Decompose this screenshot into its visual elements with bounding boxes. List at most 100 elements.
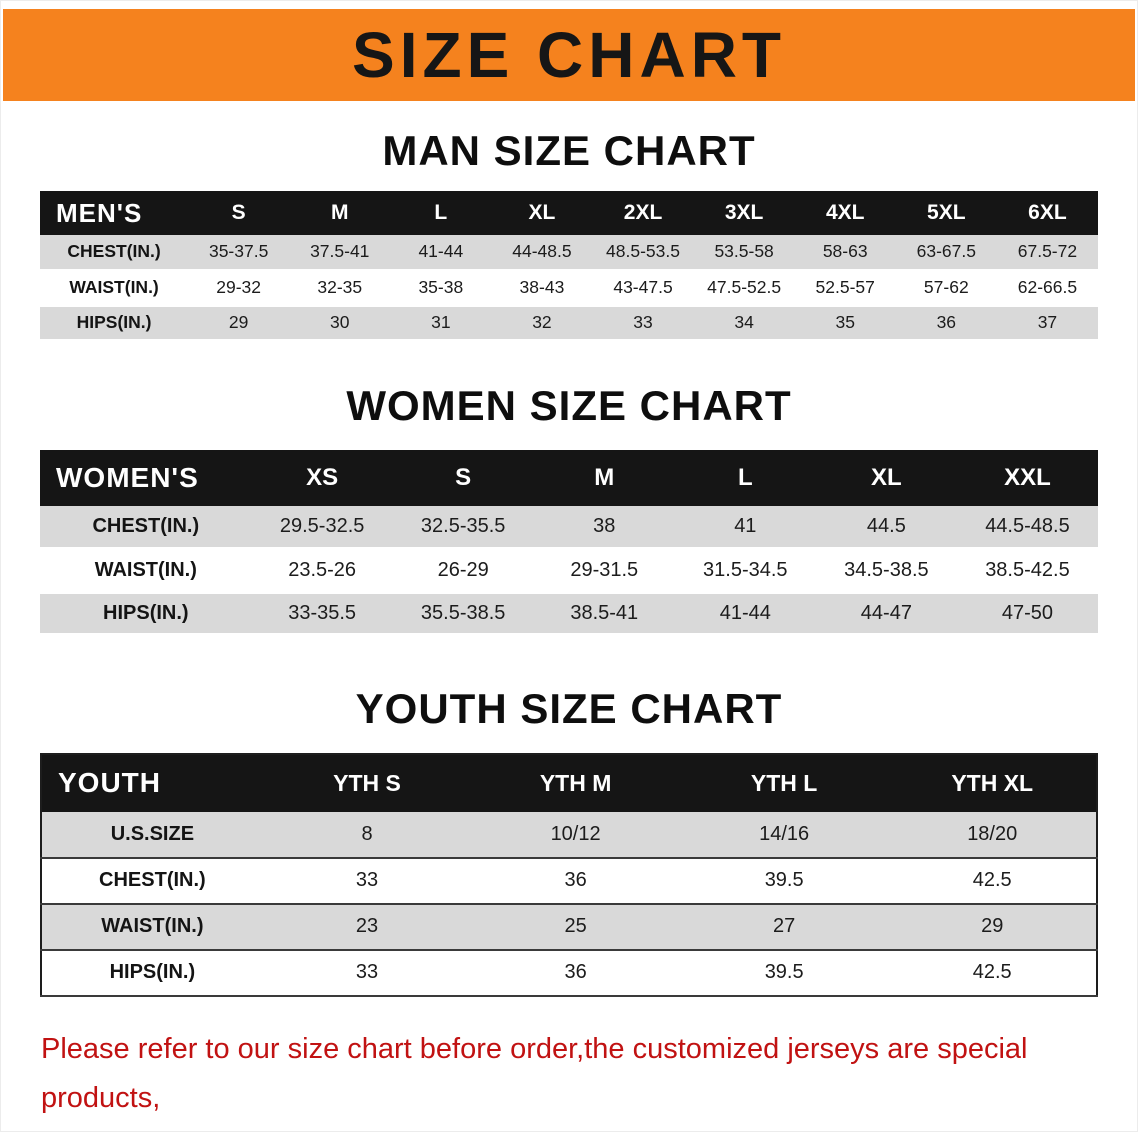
size-value-cell: 43-47.5 <box>613 277 673 297</box>
size-value-cell: 47.5-52.5 <box>707 277 782 297</box>
size-column-header: 6XL <box>996 191 1098 235</box>
size-value-cell: 35 <box>835 312 855 332</box>
size-column-header: L <box>390 191 492 235</box>
page-title: SIZE CHART <box>352 19 786 91</box>
size-column-header: M <box>289 191 391 235</box>
size-value-cell: 36 <box>936 312 957 332</box>
size-value-cell: 63-67.5 <box>916 241 976 262</box>
size-value-cell: 41-44 <box>719 601 771 624</box>
size-value-cell: 58-63 <box>822 241 868 262</box>
size-value-cell: 35-37.5 <box>208 241 269 262</box>
size-value-cell: 33 <box>633 312 653 332</box>
size-value-cell: 44.5 <box>866 514 906 537</box>
footer-note-line-1: Please refer to our size chart before or… <box>41 1032 1028 1114</box>
size-column-header: 5XL <box>895 191 997 235</box>
table-header-row: YOUTH YTH S YTH M YTH L YTH XL <box>41 753 1097 812</box>
measurement-row: CHEST(IN.) 29.5-32.5 32.5-35.5 38 41 44.5 44.5… <box>40 505 1098 549</box>
size-value-cell: 34 <box>734 312 754 332</box>
size-column-header: S <box>188 191 290 235</box>
table-title-cell: WOMEN'S <box>40 449 252 506</box>
row-label: WAIST(IN.) <box>101 915 204 937</box>
size-column-header: XXL <box>956 449 1098 506</box>
measurement-row: U.S.SIZE 8 10/12 14/16 18/20 <box>41 811 1097 858</box>
size-value-cell: 32 <box>532 312 552 332</box>
size-column-header: YTH M <box>471 753 680 812</box>
table-title-cell: YOUTH <box>41 753 263 812</box>
size-value-cell: 34.5-38.5 <box>844 558 929 581</box>
youth-size-table: YOUTH YTH S YTH M YTH L YTH XL U.S.SIZE 8 10/12… <box>40 752 1098 997</box>
size-value-cell: 41 <box>734 514 757 537</box>
men-section: MAN SIZE CHART MEN'S S M L XL 2XL 3XL 4XL 5XL 6XL… <box>1 127 1137 342</box>
size-value-cell: 33 <box>355 961 379 983</box>
size-value-cell: 29 <box>981 915 1004 937</box>
size-value-cell: 38.5-42.5 <box>985 558 1070 581</box>
size-value-cell: 27 <box>773 915 796 937</box>
size-value-cell: 29.5-32.5 <box>279 514 365 537</box>
size-value-cell: 23.5-26 <box>288 558 357 581</box>
measurement-row: WAIST(IN.) 23.5-26 26-29 29-31.5 31.5-34.5 34… <box>40 548 1098 592</box>
row-label: WAIST(IN.) <box>94 558 197 581</box>
size-value-cell: 36 <box>564 869 587 891</box>
size-column-header: 2XL <box>592 191 694 235</box>
size-value-cell: 48.5-53.5 <box>606 241 680 262</box>
table-title-cell: MEN'S <box>40 191 189 235</box>
size-value-cell: 44.5-48.5 <box>985 514 1070 537</box>
measurement-row: CHEST(IN.) 35-37.5 37.5-41 41-44 44-48.5 48.5… <box>40 235 1098 270</box>
table-header-row: WOMEN'S XS S M L XL XXL <box>40 449 1098 506</box>
size-column-header: 4XL <box>794 191 896 235</box>
size-value-cell: 33 <box>355 869 379 891</box>
size-value-cell: 62-66.5 <box>1017 277 1078 297</box>
size-value-cell: 52.5-57 <box>815 277 875 297</box>
men-section-heading: MAN SIZE CHART <box>382 127 756 174</box>
size-value-cell: 37.5-41 <box>310 241 370 262</box>
size-column-header: XS <box>251 449 393 506</box>
size-value-cell: 32-35 <box>317 277 363 297</box>
size-value-cell: 38.5-41 <box>570 601 639 624</box>
measurement-row: CHEST(IN.) 33 36 39.5 42.5 <box>41 857 1097 904</box>
size-column-header: XL <box>491 191 593 235</box>
size-value-cell: 42.5 <box>972 961 1012 983</box>
size-value-cell: 29-32 <box>216 277 262 297</box>
footer-note-line-2: we don't accept cancel, change, teturn o… <box>41 1123 1107 1132</box>
row-label: U.S.SIZE <box>110 822 195 845</box>
size-value-cell: 29 <box>228 312 249 332</box>
size-value-cell: 39.5 <box>764 869 804 891</box>
size-value-cell: 67.5-72 <box>1017 241 1078 262</box>
size-value-cell: 47-50 <box>1001 601 1054 624</box>
youth-section-heading: YOUTH SIZE CHART <box>355 684 783 732</box>
measurement-row: WAIST(IN.) 23 25 27 29 <box>41 903 1097 950</box>
size-value-cell: 26-29 <box>437 558 489 581</box>
row-label: CHEST(IN.) <box>92 514 200 537</box>
measurement-row: HIPS(IN.) 29 30 31 32 33 34 35 36 37 <box>40 305 1098 340</box>
table-header-row: MEN'S S M L XL 2XL 3XL 4XL 5XL 6XL <box>40 191 1098 235</box>
women-section-heading: WOMEN SIZE CHART <box>346 381 792 429</box>
size-value-cell: 18/20 <box>967 822 1018 845</box>
size-value-cell: 36 <box>564 961 587 983</box>
size-value-cell: 14/16 <box>759 822 810 845</box>
size-value-cell: 10/12 <box>550 822 601 845</box>
youth-section: YOUTH SIZE CHART YOUTH YTH S YTH M YTH L YTH… <box>1 685 1137 997</box>
size-value-cell: 35.5-38.5 <box>420 601 506 624</box>
measurement-row: WAIST(IN.) 29-32 32-35 35-38 38-43 43-47.5 47.… <box>40 270 1098 305</box>
measurement-row: HIPS(IN.) 33-35.5 35.5-38.5 38.5-41 41-44 44-… <box>40 591 1098 635</box>
size-value-cell: 38 <box>593 514 616 537</box>
row-label: WAIST(IN.) <box>69 277 159 297</box>
size-value-cell: 37 <box>1037 312 1058 332</box>
size-column-header: M <box>533 449 675 506</box>
size-value-cell: 53.5-58 <box>714 241 774 262</box>
women-section: WOMEN SIZE CHART WOMEN'S XS S M L XL XXL CHEST(… <box>1 382 1137 637</box>
size-value-cell: 25 <box>564 915 587 937</box>
size-value-cell: 44-47 <box>860 601 912 624</box>
footer-note: Please refer to our size chart before or… <box>41 1025 1107 1132</box>
size-value-cell: 42.5 <box>972 869 1012 891</box>
size-value-cell: 30 <box>330 312 350 332</box>
size-column-header: YTH L <box>679 753 889 812</box>
size-column-header: YTH S <box>262 753 472 812</box>
men-size-table: MEN'S S M L XL 2XL 3XL 4XL 5XL 6XL CHEST(IN.) 35-37… <box>40 191 1098 342</box>
size-value-cell: 31.5-34.5 <box>703 558 788 581</box>
women-size-table: WOMEN'S XS S M L XL XXL CHEST(IN.) 29.5-32.5 32.5… <box>40 449 1098 637</box>
size-column-header: S <box>392 449 534 506</box>
size-value-cell: 44-48.5 <box>512 241 572 262</box>
size-column-header: L <box>674 449 816 506</box>
